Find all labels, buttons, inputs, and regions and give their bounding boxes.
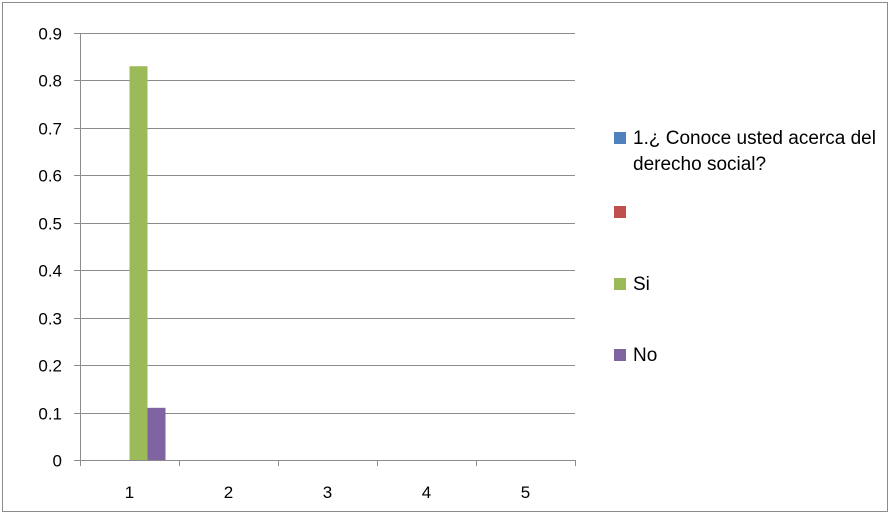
y-tick-label: 0.3 xyxy=(38,310,62,329)
y-tick-label: 0 xyxy=(53,452,62,471)
x-tick-label: 1 xyxy=(125,483,134,502)
y-tick-label: 0.2 xyxy=(38,357,62,376)
bar-no-1 xyxy=(147,407,166,460)
y-tick-label: 0.8 xyxy=(38,72,62,91)
legend-label-no: No xyxy=(633,345,658,366)
x-tick-label: 3 xyxy=(323,483,332,502)
legend-swatch-no xyxy=(614,349,626,361)
legend-swatch-si xyxy=(614,278,626,290)
x-tick-label: 4 xyxy=(422,483,431,502)
legend-item-series-1: 1.¿ Conoce usted acerca del derecho soci… xyxy=(614,126,878,178)
gridlines xyxy=(80,33,575,414)
x-tick-label: 2 xyxy=(224,483,233,502)
legend-item-no: No xyxy=(614,343,878,369)
legend-item-si: Si xyxy=(614,272,878,298)
legend-swatch-series-2 xyxy=(614,206,626,218)
legend-label-series-1: 1.¿ Conoce usted acerca del derecho soci… xyxy=(633,128,876,175)
axes xyxy=(74,33,576,466)
y-tick-label: 0.9 xyxy=(38,25,62,44)
y-tick-label: 0.1 xyxy=(38,405,62,424)
legend-swatch-series-1 xyxy=(614,132,626,144)
tick-labels: 0 0.1 0.2 0.3 0.4 0.5 0.6 0.7 0.8 0.9 1 2 3 4 5 xyxy=(38,25,530,503)
y-tick-label: 0.5 xyxy=(38,215,62,234)
y-tick-label: 0.4 xyxy=(38,262,62,281)
legend-label-si: Si xyxy=(633,274,650,295)
bar-si-1 xyxy=(129,66,148,460)
bars xyxy=(129,66,166,460)
y-tick-label: 0.7 xyxy=(38,120,62,139)
x-tick-label: 5 xyxy=(521,483,530,502)
legend-item-series-2 xyxy=(614,200,878,218)
y-tick-label: 0.6 xyxy=(38,167,62,186)
